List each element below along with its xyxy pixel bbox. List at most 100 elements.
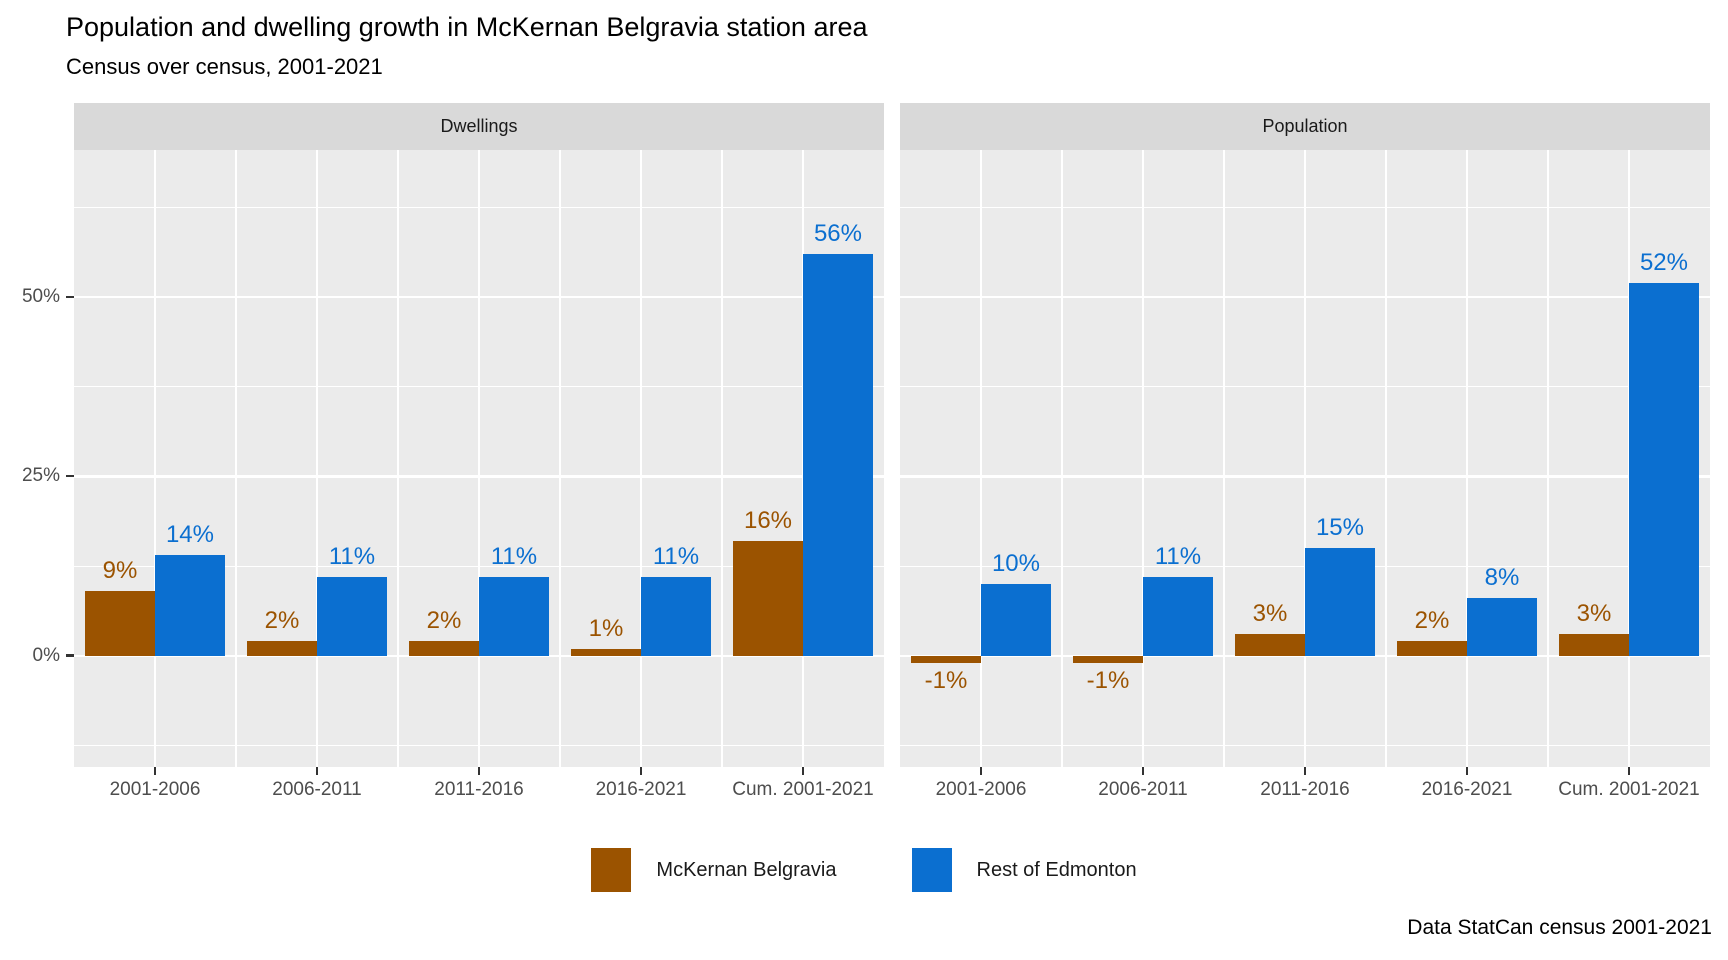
x-tick-label: Cum. 2001-2021 (732, 779, 874, 800)
v-major-gridline (801, 150, 805, 767)
facet-panel-dwellings: 9% 14% 2% 11% 2% 11% 1% 11% 16% 56% (74, 150, 884, 767)
category-slot: 2% 11% (236, 150, 398, 767)
bar-value-label: 3% (1252, 600, 1288, 628)
v-major-gridline (639, 150, 643, 767)
v-major-gridline (1141, 150, 1145, 767)
category-slot: 16% 56% (722, 150, 884, 767)
category-slot: -1% 10% (900, 150, 1062, 767)
category-slot: 1% 11% (560, 150, 722, 767)
category-slot: 3% 15% (1224, 150, 1386, 767)
x-tick-label: 2006-2011 (1098, 779, 1188, 800)
category-slot: 2% 8% (1386, 150, 1548, 767)
y-tick-label: 0% (32, 644, 60, 666)
legend-swatch-rest-of-edmonton (911, 848, 952, 892)
v-major-gridline (979, 150, 983, 767)
x-tick-label: Cum. 2001-2021 (1558, 779, 1700, 800)
legend-item-mckernan-belgravia: McKernan Belgravia (591, 848, 837, 892)
y-tick-mark (66, 475, 74, 478)
bar-value-label: 10% (991, 550, 1040, 578)
bar-mckernan-belgravia (733, 541, 803, 656)
x-tick-label: 2006-2011 (272, 779, 362, 800)
bar-value-label: 2% (426, 607, 462, 635)
v-major-gridline (477, 150, 481, 767)
legend-item-rest-of-edmonton: Rest of Edmonton (911, 848, 1137, 892)
v-minor-gridline (1547, 150, 1549, 767)
category-slot: -1% 11% (1062, 150, 1224, 767)
bar-mckernan-belgravia (911, 655, 981, 663)
bar-rest-of-edmonton (317, 576, 387, 656)
x-tick-mark (801, 767, 805, 775)
x-tick-mark (1141, 767, 1145, 775)
legend: McKernan Belgravia Rest of Edmonton (0, 844, 1728, 896)
v-minor-gridline (1223, 150, 1225, 767)
bar-rest-of-edmonton (803, 254, 873, 656)
x-tick-mark (1465, 767, 1469, 775)
bar-mckernan-belgravia (571, 648, 641, 656)
chart-caption: Data StatCan census 2001-2021 (1407, 916, 1712, 939)
x-tick-mark (477, 767, 481, 775)
x-tick-mark (639, 767, 643, 775)
x-axis-population: 2001-2006 2006-2011 2011-2016 2016-2021 Cum.… (900, 767, 1710, 809)
bar-mckernan-belgravia (1073, 655, 1143, 663)
bar-rest-of-edmonton (1629, 282, 1699, 656)
chart-subtitle: Census over census, 2001-2021 (66, 54, 383, 79)
x-tick-label: 2001-2006 (109, 779, 201, 800)
x-tick-label: 2016-2021 (595, 779, 687, 800)
x-tick-label: 2011-2016 (434, 779, 524, 800)
legend-label: Rest of Edmonton (976, 858, 1137, 881)
bar-value-label: -1% (924, 666, 968, 694)
bar-mckernan-belgravia (409, 641, 479, 656)
facet-strip-population: Population (900, 103, 1710, 150)
y-axis: 0% 25% 50% (0, 150, 74, 767)
bar-value-label: 3% (1576, 600, 1612, 628)
v-major-gridline (153, 150, 157, 767)
bar-rest-of-edmonton (479, 576, 549, 656)
x-tick-label: 2011-2016 (1260, 779, 1350, 800)
bar-mckernan-belgravia (1397, 641, 1467, 656)
v-minor-gridline (1385, 150, 1387, 767)
category-slot: 3% 52% (1548, 150, 1710, 767)
bar-value-label: 2% (1414, 607, 1450, 635)
v-major-gridline (1627, 150, 1631, 767)
bar-value-label: 56% (813, 220, 862, 248)
x-axis-dwellings: 2001-2006 2006-2011 2011-2016 2016-2021 Cum.… (74, 767, 884, 809)
bar-value-label: 15% (1315, 514, 1364, 542)
x-tick-mark (1627, 767, 1631, 775)
x-tick-label: 2016-2021 (1421, 779, 1513, 800)
category-slot: 2% 11% (398, 150, 560, 767)
v-major-gridline (1465, 150, 1469, 767)
v-minor-gridline (397, 150, 399, 767)
bar-value-label: -1% (1086, 666, 1130, 694)
x-tick-mark (1303, 767, 1307, 775)
bar-value-label: 11% (328, 542, 376, 570)
v-minor-gridline (721, 150, 723, 767)
x-tick-mark (153, 767, 157, 775)
bar-rest-of-edmonton (641, 576, 711, 656)
bar-value-label: 14% (165, 521, 214, 549)
bar-value-label: 1% (588, 614, 624, 642)
y-tick-label: 25% (21, 465, 60, 487)
bar-mckernan-belgravia (85, 591, 155, 656)
facet-strip-dwellings: Dwellings (74, 103, 884, 150)
x-tick-mark (979, 767, 983, 775)
bar-rest-of-edmonton (155, 555, 225, 656)
v-minor-gridline (1061, 150, 1063, 767)
bar-mckernan-belgravia (1235, 634, 1305, 656)
y-tick-mark (66, 654, 74, 657)
x-tick-mark (315, 767, 319, 775)
v-major-gridline (315, 150, 319, 767)
bar-value-label: 2% (264, 607, 300, 635)
bar-rest-of-edmonton (1467, 598, 1537, 656)
bar-value-label: 9% (102, 557, 138, 585)
legend-swatch-mckernan-belgravia (591, 848, 632, 892)
bar-rest-of-edmonton (1305, 548, 1375, 656)
bar-mckernan-belgravia (247, 641, 317, 656)
bar-value-label: 8% (1484, 564, 1520, 592)
v-minor-gridline (235, 150, 237, 767)
facet-panel-population: -1% 10% -1% 11% 3% 15% 2% 8% 3% 52% (900, 150, 1710, 767)
x-tick-label: 2001-2006 (935, 779, 1027, 800)
v-major-gridline (1303, 150, 1307, 767)
bar-value-label: 11% (652, 542, 700, 570)
category-slot: 9% 14% (74, 150, 236, 767)
